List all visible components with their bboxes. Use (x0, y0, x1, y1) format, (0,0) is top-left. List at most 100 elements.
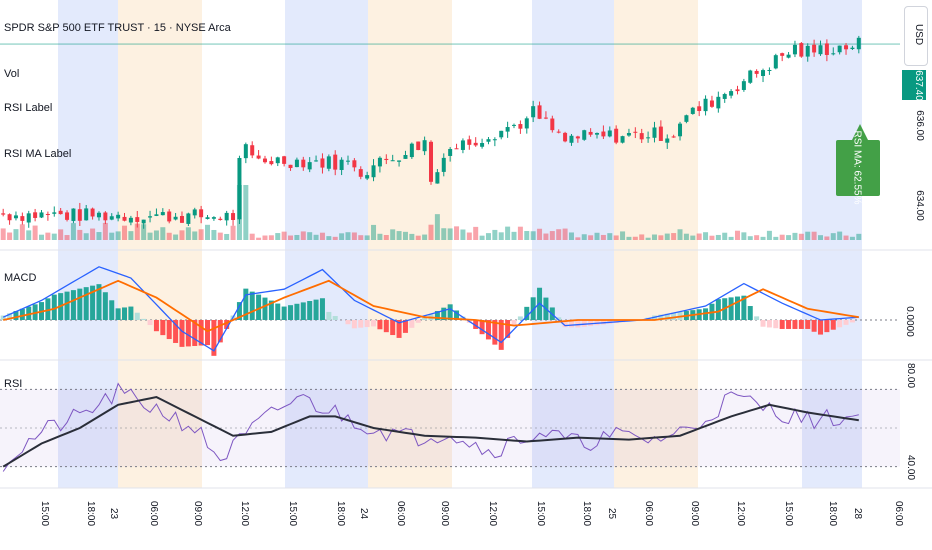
volume-bar-133 (849, 236, 855, 240)
candle-body-124 (792, 44, 797, 55)
volume-bar-2 (13, 229, 19, 240)
macd-hist-bar-121 (773, 320, 779, 329)
currency-button[interactable]: USD (904, 6, 928, 66)
candle-body-40 (256, 155, 261, 159)
rsi-line (2, 382, 859, 472)
volume-bar-36 (230, 225, 236, 240)
volume-bar-72 (460, 229, 466, 240)
volume-bar-47 (300, 231, 306, 240)
macd-hist-bar-130 (830, 320, 836, 330)
macd-hist-bar-125 (798, 320, 804, 329)
candle-body-62 (397, 160, 402, 162)
candle-body-73 (467, 139, 472, 145)
macd-hist-bar-72 (460, 316, 466, 320)
macd-hist-bar-14 (90, 285, 96, 320)
candle-body-97 (620, 136, 625, 143)
macd-hist-bar-19 (122, 307, 128, 320)
volume-bar-12 (77, 229, 83, 240)
volume-bar-51 (326, 236, 332, 240)
volume-bar-126 (805, 231, 811, 240)
macd-hist-bar-35 (224, 320, 230, 329)
volume-bar-124 (792, 232, 798, 240)
rsi-lower-label: 40.00 (905, 454, 917, 481)
volume-bar-94 (600, 234, 606, 240)
macd-hist-bar-104 (664, 313, 670, 320)
macd-pane-title[interactable]: MACD (4, 272, 37, 284)
macd-hist-bar-38 (243, 288, 249, 320)
currency-label: USD (913, 23, 925, 46)
macd-hist-bar-74 (473, 320, 479, 329)
volume-bar-18 (115, 231, 121, 240)
candle-body-120 (767, 69, 772, 71)
candle-body-103 (658, 126, 663, 141)
legend-rsi-label[interactable]: RSI Label (4, 102, 53, 114)
signal-line (2, 279, 859, 333)
candle-body-25 (160, 212, 165, 216)
volume-bar-27 (173, 234, 179, 240)
candle-body-53 (339, 159, 344, 170)
macd-hist-bar-81 (517, 316, 523, 320)
macd-hist-bar-52 (332, 316, 338, 320)
symbol-title[interactable]: SPDR S&P 500 ETF TRUST · 15 · NYSE Arca (4, 22, 231, 34)
session-band-5 (614, 0, 698, 488)
macd-hist-bar-68 (434, 311, 440, 320)
candle-body-134 (856, 37, 861, 50)
macd-hist-bar-16 (102, 292, 108, 320)
candle-body-93 (595, 132, 600, 135)
volume-bar-88 (562, 228, 568, 240)
time-tick-9: 06:00 (395, 500, 407, 527)
macd-hist-bar-129 (824, 320, 830, 333)
candle-body-39 (250, 145, 255, 156)
volume-bar-123 (786, 235, 792, 240)
candle-body-65 (416, 141, 421, 151)
macd-hist-bar-76 (485, 320, 491, 340)
candle-body-36 (231, 213, 236, 220)
candle-body-41 (262, 158, 267, 163)
macd-hist-bar-13 (83, 287, 89, 320)
candle-body-17 (109, 216, 114, 220)
candle-body-63 (403, 155, 408, 159)
volume-bar-93 (594, 232, 600, 240)
volume-bar-61 (390, 229, 396, 240)
volume-bar-85 (543, 233, 549, 240)
candle-body-102 (652, 127, 657, 138)
macd-hist-bar-4 (26, 306, 32, 320)
candle-body-127 (812, 44, 817, 53)
volume-bar-91 (581, 234, 587, 240)
candle-body-123 (786, 54, 791, 58)
legend-rsi-ma-label[interactable]: RSI MA Label (4, 148, 72, 160)
macd-hist-bar-26 (166, 320, 172, 340)
volume-bar-100 (639, 234, 645, 240)
macd-hist-bar-59 (377, 320, 383, 330)
macd-hist-bar-27 (173, 320, 179, 343)
volume-bar-111 (709, 235, 715, 240)
last-price-value: 637.40 (912, 70, 924, 101)
volume-bar-20 (128, 231, 134, 240)
macd-hist-bar-65 (415, 320, 421, 323)
volume-bar-131 (837, 231, 843, 240)
volume-bar-25 (160, 227, 166, 240)
macd-hist-bar-91 (581, 320, 587, 327)
macd-hist-bar-44 (281, 306, 287, 320)
candle-body-130 (831, 53, 836, 55)
candle-body-115 (735, 89, 740, 92)
volume-bar-62 (396, 231, 402, 240)
candle-body-83 (531, 106, 536, 118)
time-tick-4: 09:00 (192, 500, 204, 527)
macd-hist-bar-41 (262, 297, 268, 320)
volume-bar-24 (153, 230, 159, 240)
volume-bar-95 (607, 233, 613, 240)
volume-bar-68 (434, 214, 440, 240)
volume-bar-44 (281, 231, 287, 240)
macd-hist-bar-21 (134, 312, 140, 320)
volume-bar-53 (339, 233, 345, 240)
volume-bar-127 (811, 231, 817, 240)
macd-hist-bar-54 (345, 320, 351, 325)
legend-vol[interactable]: Vol (4, 68, 20, 80)
macd-hist-bar-0 (0, 315, 6, 320)
candle-body-29 (186, 213, 191, 224)
volume-bar-23 (147, 232, 153, 240)
volume-bar-52 (332, 236, 338, 240)
rsi-pane-title[interactable]: RSI (4, 378, 23, 390)
